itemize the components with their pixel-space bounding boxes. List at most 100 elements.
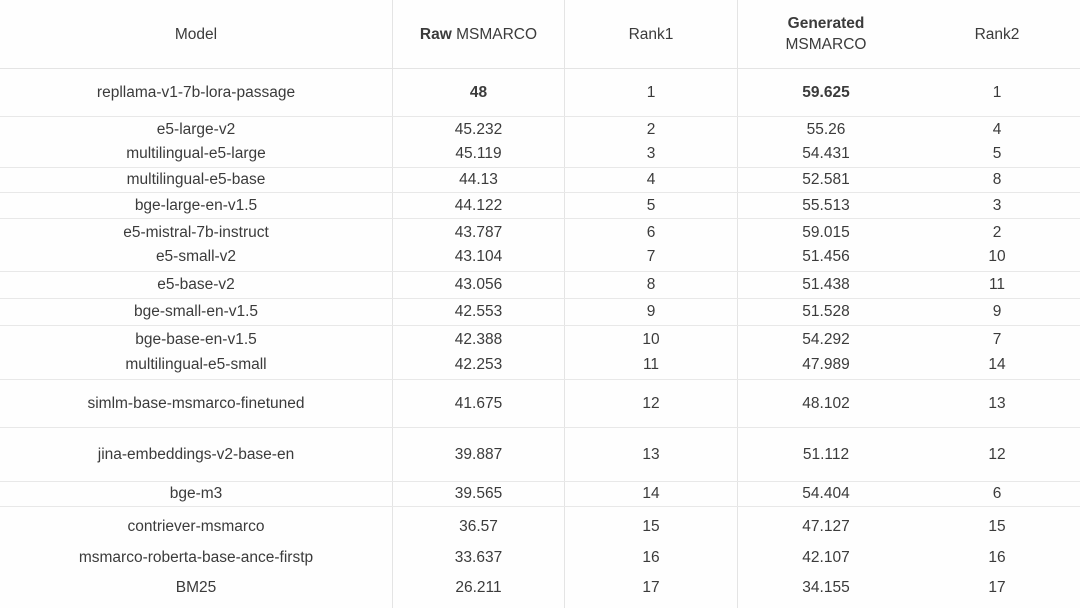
value: 36.57 bbox=[459, 518, 498, 536]
value: 42.253 bbox=[454, 355, 503, 373]
raw-msmarco-cell: 43.056 bbox=[393, 272, 565, 298]
generated-msmarco-cell: 59.625 bbox=[738, 69, 914, 116]
generated-msmarco-cell: 52.581 bbox=[738, 168, 914, 192]
rank2-cell: 15 16 17 bbox=[914, 507, 1080, 608]
value: 15 bbox=[988, 518, 1006, 536]
rank1-cell: 5 bbox=[565, 193, 738, 218]
value: 6 bbox=[992, 485, 1002, 502]
value: 12 bbox=[988, 445, 1006, 463]
value: 47.127 bbox=[802, 518, 850, 536]
value: 17 bbox=[642, 578, 660, 596]
value: 33.637 bbox=[454, 548, 503, 566]
rank1-cell: 8 bbox=[565, 272, 738, 298]
value: 17 bbox=[988, 578, 1006, 596]
value: 1 bbox=[992, 83, 1002, 101]
model-cell: contriever-msmarco msmarco-roberta-base-a… bbox=[0, 507, 393, 608]
value: 51.456 bbox=[802, 248, 850, 265]
rank1-cell: 9 bbox=[565, 299, 738, 325]
raw-msmarco-cell: 42.388 42.253 bbox=[393, 326, 565, 379]
row-group: repllama-v1-7b-lora-passage 48 1 59.625 1 bbox=[0, 69, 1080, 117]
raw-msmarco-cell: 39.887 bbox=[393, 428, 565, 481]
rank2-cell: 7 14 bbox=[914, 326, 1080, 379]
value: 9 bbox=[992, 303, 1002, 320]
value: 51.438 bbox=[802, 276, 850, 293]
value: 11 bbox=[642, 355, 660, 373]
row-group: e5-large-v2 multilingual-e5-large 45.232 45… bbox=[0, 117, 1080, 168]
value: 43.056 bbox=[454, 276, 503, 293]
generated-msmarco-cell: 54.404 bbox=[738, 482, 914, 506]
model-cell: multilingual-e5-base bbox=[0, 168, 393, 192]
model-name: multilingual-e5-large bbox=[126, 144, 266, 162]
row-group: bge-large-en-v1.5 44.122 5 55.513 3 bbox=[0, 193, 1080, 219]
value: 59.015 bbox=[802, 224, 850, 241]
value: 39.565 bbox=[454, 485, 503, 502]
value: 51.528 bbox=[802, 303, 850, 320]
value: 54.431 bbox=[802, 144, 850, 162]
value: 13 bbox=[642, 445, 660, 463]
model-cell: repllama-v1-7b-lora-passage bbox=[0, 69, 393, 116]
rank2-cell: 13 bbox=[914, 380, 1080, 427]
model-cell: simlm-base-msmarco-finetuned bbox=[0, 380, 393, 427]
value: 47.989 bbox=[802, 355, 850, 373]
rank2-cell: 9 bbox=[914, 299, 1080, 325]
row-group: simlm-base-msmarco-finetuned 41.675 12 48.1… bbox=[0, 380, 1080, 428]
model-name: bge-small-en-v1.5 bbox=[133, 303, 259, 320]
value: 42.107 bbox=[802, 548, 850, 566]
rank2-cell: 8 bbox=[914, 168, 1080, 192]
generated-msmarco-cell: 48.102 bbox=[738, 380, 914, 427]
value: 55.26 bbox=[806, 121, 846, 139]
rank1-cell: 14 bbox=[565, 482, 738, 506]
rank2-cell: 1 bbox=[914, 69, 1080, 116]
table-body: repllama-v1-7b-lora-passage 48 1 59.625 1 e5-… bbox=[0, 69, 1080, 608]
generated-msmarco-cell: 51.438 bbox=[738, 272, 914, 298]
value: 42.388 bbox=[454, 331, 503, 349]
value: 2 bbox=[646, 121, 656, 139]
column-header-label: Rank1 bbox=[628, 25, 674, 43]
raw-msmarco-cell: 44.122 bbox=[393, 193, 565, 218]
row-group: contriever-msmarco msmarco-roberta-base-a… bbox=[0, 507, 1080, 608]
model-cell: e5-large-v2 multilingual-e5-large bbox=[0, 117, 393, 167]
model-cell: e5-base-v2 bbox=[0, 272, 393, 298]
rank2-cell: 3 bbox=[914, 193, 1080, 218]
value: 8 bbox=[992, 171, 1002, 188]
value: 5 bbox=[992, 144, 1002, 162]
rank2-cell: 12 bbox=[914, 428, 1080, 481]
value: 26.211 bbox=[455, 578, 502, 596]
column-header-rank2: Rank2 bbox=[914, 0, 1080, 68]
value: 48.102 bbox=[802, 394, 850, 412]
model-name: e5-large-v2 bbox=[156, 121, 236, 139]
model-name: jina-embeddings-v2-base-en bbox=[97, 445, 295, 463]
rank2-cell: 2 10 bbox=[914, 219, 1080, 271]
raw-msmarco-cell: 41.675 bbox=[393, 380, 565, 427]
value: 3 bbox=[992, 196, 1002, 214]
generated-msmarco-cell: 55.26 54.431 bbox=[738, 117, 914, 167]
value: 45.232 bbox=[454, 121, 503, 139]
rank1-cell: 12 bbox=[565, 380, 738, 427]
value: 13 bbox=[988, 394, 1006, 412]
value: 3 bbox=[646, 144, 656, 162]
raw-msmarco-cell: 44.13 bbox=[393, 168, 565, 192]
value: 15 bbox=[642, 518, 660, 536]
value: 7 bbox=[646, 248, 656, 265]
value: 14 bbox=[642, 485, 660, 502]
value: 41.675 bbox=[454, 394, 503, 412]
model-name: contriever-msmarco bbox=[127, 518, 265, 536]
raw-msmarco-cell: 43.787 43.104 bbox=[393, 219, 565, 271]
model-name: BM25 bbox=[175, 578, 217, 596]
value: 1 bbox=[646, 83, 656, 101]
raw-msmarco-cell: 48 bbox=[393, 69, 565, 116]
value: 4 bbox=[992, 121, 1002, 139]
model-name: multilingual-e5-base bbox=[126, 171, 266, 188]
model-cell: bge-m3 bbox=[0, 482, 393, 506]
model-name: bge-large-en-v1.5 bbox=[134, 196, 258, 214]
column-header-label: Model bbox=[174, 25, 218, 43]
raw-msmarco-cell: 42.553 bbox=[393, 299, 565, 325]
generated-msmarco-cell: 51.528 bbox=[738, 299, 914, 325]
generated-msmarco-cell: 59.015 51.456 bbox=[738, 219, 914, 271]
column-header-label: Raw MSMARCO bbox=[419, 25, 538, 43]
value: 59.625 bbox=[802, 83, 850, 101]
value: 8 bbox=[646, 276, 656, 293]
